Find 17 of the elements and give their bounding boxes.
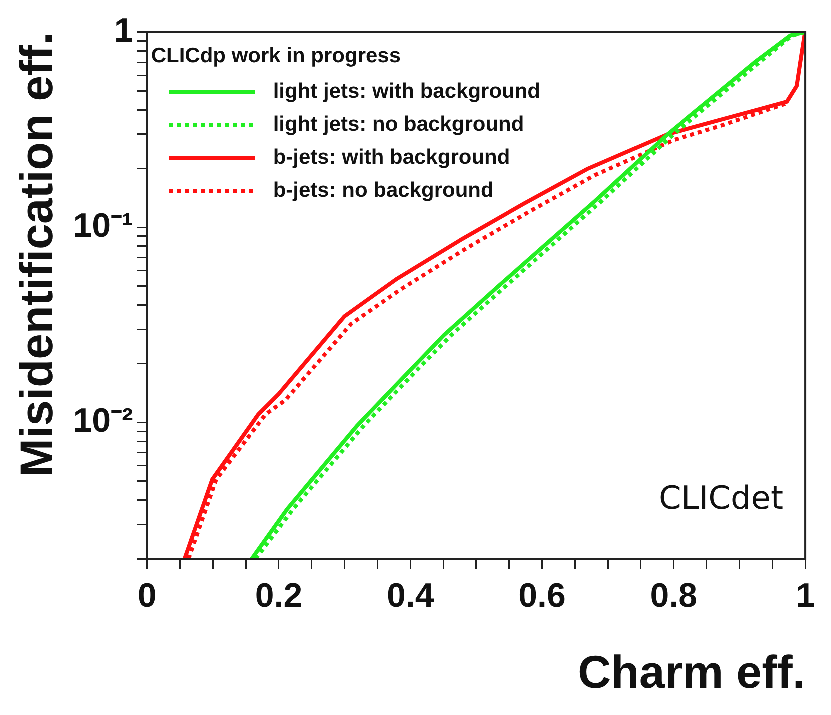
x-axis-title: Charm eff.: [578, 646, 806, 698]
x-tick-label: 0.6: [518, 576, 566, 615]
annotation: CLICdet: [659, 479, 784, 517]
x-tick-label: 0: [138, 576, 157, 615]
legend-label: light jets: with background: [273, 80, 541, 104]
y-axis-title: Misidentification eff.: [10, 32, 62, 478]
annotation: CLICdp work in progress: [151, 44, 402, 68]
x-tick-label: 0.4: [386, 576, 434, 615]
legend-label: b-jets: no background: [273, 179, 494, 202]
x-tick-label: 0.2: [255, 576, 303, 615]
legend-label: b-jets: with background: [273, 146, 510, 170]
legend-label: light jets: no background: [273, 113, 524, 136]
x-tick-label: 1: [796, 576, 816, 615]
y-tick-label: 10⁻¹: [73, 206, 134, 245]
y-tick-label: 10⁻²: [73, 402, 134, 440]
y-tick-label: 1: [114, 12, 134, 50]
x-tick-label: 0.8: [650, 576, 698, 615]
